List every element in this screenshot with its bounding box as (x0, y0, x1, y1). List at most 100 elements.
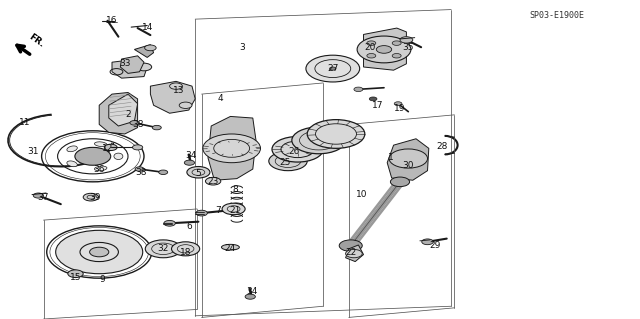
Ellipse shape (67, 161, 77, 167)
Circle shape (68, 270, 83, 278)
Circle shape (367, 41, 376, 45)
Circle shape (145, 45, 156, 51)
Circle shape (392, 54, 401, 58)
Text: 31: 31 (28, 147, 39, 156)
Text: 35: 35 (403, 43, 414, 52)
Circle shape (205, 177, 221, 185)
Circle shape (306, 55, 360, 82)
Polygon shape (109, 94, 138, 126)
Text: 21: 21 (230, 206, 241, 215)
Text: SP03-E1900E: SP03-E1900E (529, 11, 584, 20)
Circle shape (83, 193, 99, 201)
Text: 18: 18 (180, 248, 191, 256)
Text: 9: 9 (100, 275, 105, 284)
Ellipse shape (67, 256, 78, 263)
Circle shape (389, 149, 428, 168)
Text: 37: 37 (38, 193, 49, 202)
Circle shape (179, 102, 192, 108)
Circle shape (390, 177, 410, 187)
Text: 39: 39 (89, 193, 100, 202)
Polygon shape (120, 56, 144, 73)
Circle shape (339, 240, 362, 251)
Polygon shape (134, 45, 154, 57)
Circle shape (357, 36, 411, 63)
Circle shape (245, 294, 255, 299)
Text: 11: 11 (19, 118, 30, 127)
Text: 30: 30 (403, 161, 414, 170)
Text: 7: 7 (215, 206, 220, 215)
Circle shape (376, 46, 392, 53)
Ellipse shape (114, 153, 123, 160)
Text: 22: 22 (345, 248, 356, 256)
Text: 34: 34 (185, 151, 196, 160)
Circle shape (292, 127, 346, 154)
Text: 28: 28 (436, 142, 447, 151)
Ellipse shape (67, 241, 78, 248)
Text: 8: 8 (233, 185, 238, 194)
Circle shape (354, 87, 363, 92)
Ellipse shape (92, 265, 106, 270)
Circle shape (90, 247, 109, 257)
Text: 6: 6 (186, 222, 191, 231)
Text: 25: 25 (279, 158, 291, 167)
Text: 5: 5 (196, 169, 201, 178)
Text: 23: 23 (207, 177, 219, 186)
Text: FR.: FR. (27, 33, 45, 49)
Text: 33: 33 (119, 59, 131, 68)
Ellipse shape (67, 146, 77, 152)
Circle shape (159, 170, 168, 174)
Circle shape (203, 134, 260, 163)
Circle shape (152, 125, 161, 130)
Text: 4: 4 (218, 94, 223, 103)
Text: 1: 1 (388, 153, 393, 162)
Circle shape (399, 156, 427, 170)
Circle shape (164, 220, 175, 226)
Ellipse shape (120, 241, 131, 248)
Text: 26: 26 (289, 147, 300, 156)
Text: 3: 3 (239, 43, 244, 52)
Circle shape (184, 160, 195, 165)
Circle shape (330, 67, 336, 70)
Text: 14: 14 (141, 23, 153, 32)
Circle shape (392, 41, 401, 45)
Text: 29: 29 (429, 241, 441, 250)
Circle shape (136, 63, 152, 71)
Circle shape (33, 193, 44, 198)
Circle shape (367, 54, 376, 58)
Ellipse shape (221, 244, 239, 250)
Circle shape (104, 144, 117, 151)
Circle shape (196, 210, 207, 216)
Circle shape (222, 203, 245, 215)
Text: 12: 12 (102, 144, 113, 153)
Circle shape (135, 167, 144, 171)
Polygon shape (112, 59, 147, 78)
Polygon shape (346, 245, 364, 262)
Text: 16: 16 (106, 16, 118, 25)
Text: 32: 32 (157, 244, 169, 253)
Text: 13: 13 (173, 86, 185, 95)
Ellipse shape (95, 142, 107, 146)
Circle shape (272, 137, 323, 162)
Text: 17: 17 (372, 101, 383, 110)
Polygon shape (364, 28, 406, 70)
Circle shape (369, 97, 377, 101)
Text: 34: 34 (246, 287, 257, 296)
Text: 38: 38 (132, 120, 143, 129)
Circle shape (307, 120, 365, 148)
Polygon shape (387, 139, 429, 180)
Circle shape (170, 83, 182, 89)
Polygon shape (150, 81, 195, 113)
Circle shape (172, 242, 200, 256)
Circle shape (422, 239, 433, 245)
Polygon shape (394, 149, 428, 175)
Ellipse shape (120, 256, 131, 263)
Polygon shape (99, 93, 138, 134)
Text: 27: 27 (327, 64, 339, 73)
Circle shape (394, 102, 402, 106)
Text: 2: 2 (125, 110, 131, 119)
Circle shape (269, 152, 307, 171)
Ellipse shape (95, 166, 107, 171)
Text: 36: 36 (93, 165, 105, 174)
Circle shape (132, 145, 143, 150)
Circle shape (145, 240, 181, 258)
